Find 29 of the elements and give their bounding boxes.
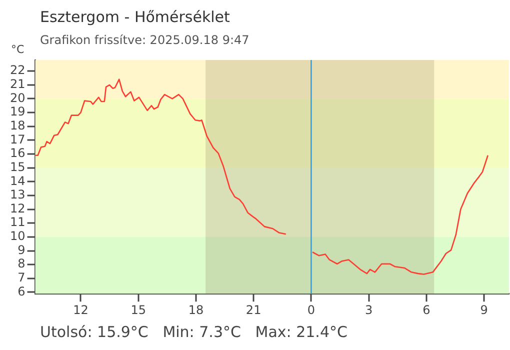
y-tick-label: 16	[10, 146, 26, 160]
x-tick-label: 15	[130, 302, 146, 317]
y-tick-label: 10	[10, 229, 26, 244]
y-tick-label: 8	[18, 256, 26, 271]
x-tick-label: 3	[364, 302, 373, 317]
y-tick-label: 9	[18, 242, 26, 257]
y-tick-label: 19	[10, 104, 26, 119]
x-tick-label: 21	[246, 302, 262, 317]
x-tick-label: 9	[480, 302, 488, 317]
y-tick-label: 7	[18, 270, 26, 285]
text: Utolsó: 15.9°C Min: 7.3°C Max: 21.4°C	[40, 323, 348, 341]
y-tick-label: 14	[10, 174, 26, 188]
x-tick-label: 0	[307, 302, 316, 317]
x-tick-label: 18	[188, 302, 204, 317]
y-tick-label: 21	[10, 77, 26, 92]
y-tick-label: 11	[10, 215, 26, 230]
chart-title: Esztergom - Hőmérséklet	[40, 8, 230, 26]
y-tick-label: 12	[10, 201, 26, 216]
chart-subtitle: Grafikon frissítve: 2025.09.18 9:47	[40, 33, 250, 47]
y-tick-label: 22	[10, 63, 26, 78]
y-tick-label: 13	[10, 188, 26, 202]
x-tick-label: 12	[73, 302, 88, 317]
y-axis-title: °C	[11, 43, 24, 56]
y-tick-label: 6	[18, 284, 26, 298]
y-tick-label: 18	[10, 118, 26, 132]
y-tick-label: 15	[10, 160, 26, 174]
y-tick-label: 20	[10, 90, 26, 105]
y-tick-label: 17	[10, 132, 26, 146]
x-tick-label: 6	[422, 302, 430, 317]
